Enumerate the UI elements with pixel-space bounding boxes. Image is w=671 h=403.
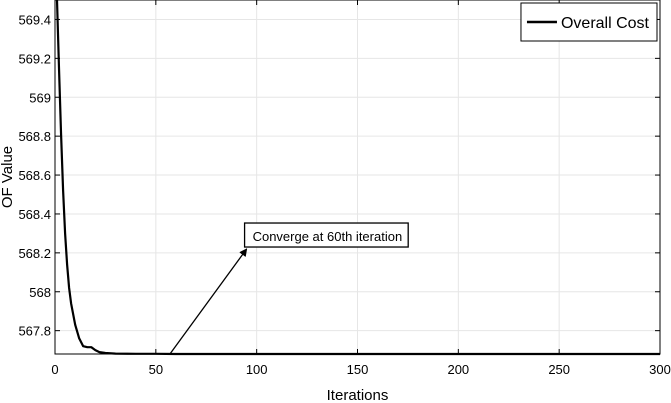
- y-tick-label: 568: [29, 285, 51, 300]
- y-tick-label: 569.2: [18, 51, 51, 66]
- y-tick-label: 568.2: [18, 246, 51, 261]
- legend: Overall Cost: [520, 2, 658, 42]
- annotation-text: Converge at 60th iteration: [253, 229, 403, 244]
- x-tick-label: 250: [548, 362, 570, 377]
- x-tick-label: 200: [447, 362, 469, 377]
- x-tick-label: 0: [51, 362, 58, 377]
- annotation-arrow: [169, 248, 248, 355]
- annotation: Converge at 60th iteration: [169, 222, 409, 355]
- x-axis-label: Iterations: [327, 387, 389, 403]
- y-tick-label: 567.8: [18, 324, 51, 339]
- y-tick-label: 569: [29, 90, 51, 105]
- annotation-box: [243, 222, 409, 248]
- x-tick-label: 50: [149, 362, 163, 377]
- y-tick-label: 568.8: [18, 129, 51, 144]
- ticks: 0 50 100 150 200 250 300 567.8 568 568.2 568.4 568.…: [18, 0, 671, 377]
- grid: [54, 0, 661, 354]
- y-tick-label: 568.6: [18, 168, 51, 183]
- y-axis-label: OF Value: [0, 146, 16, 208]
- x-tick-label: 150: [347, 362, 369, 377]
- y-tick-label: 568.4: [18, 207, 51, 222]
- legend-label: Overall Cost: [561, 15, 650, 32]
- y-tick-label: 569.4: [18, 12, 51, 27]
- x-tick-label: 100: [246, 362, 268, 377]
- x-tick-label: 300: [649, 362, 671, 377]
